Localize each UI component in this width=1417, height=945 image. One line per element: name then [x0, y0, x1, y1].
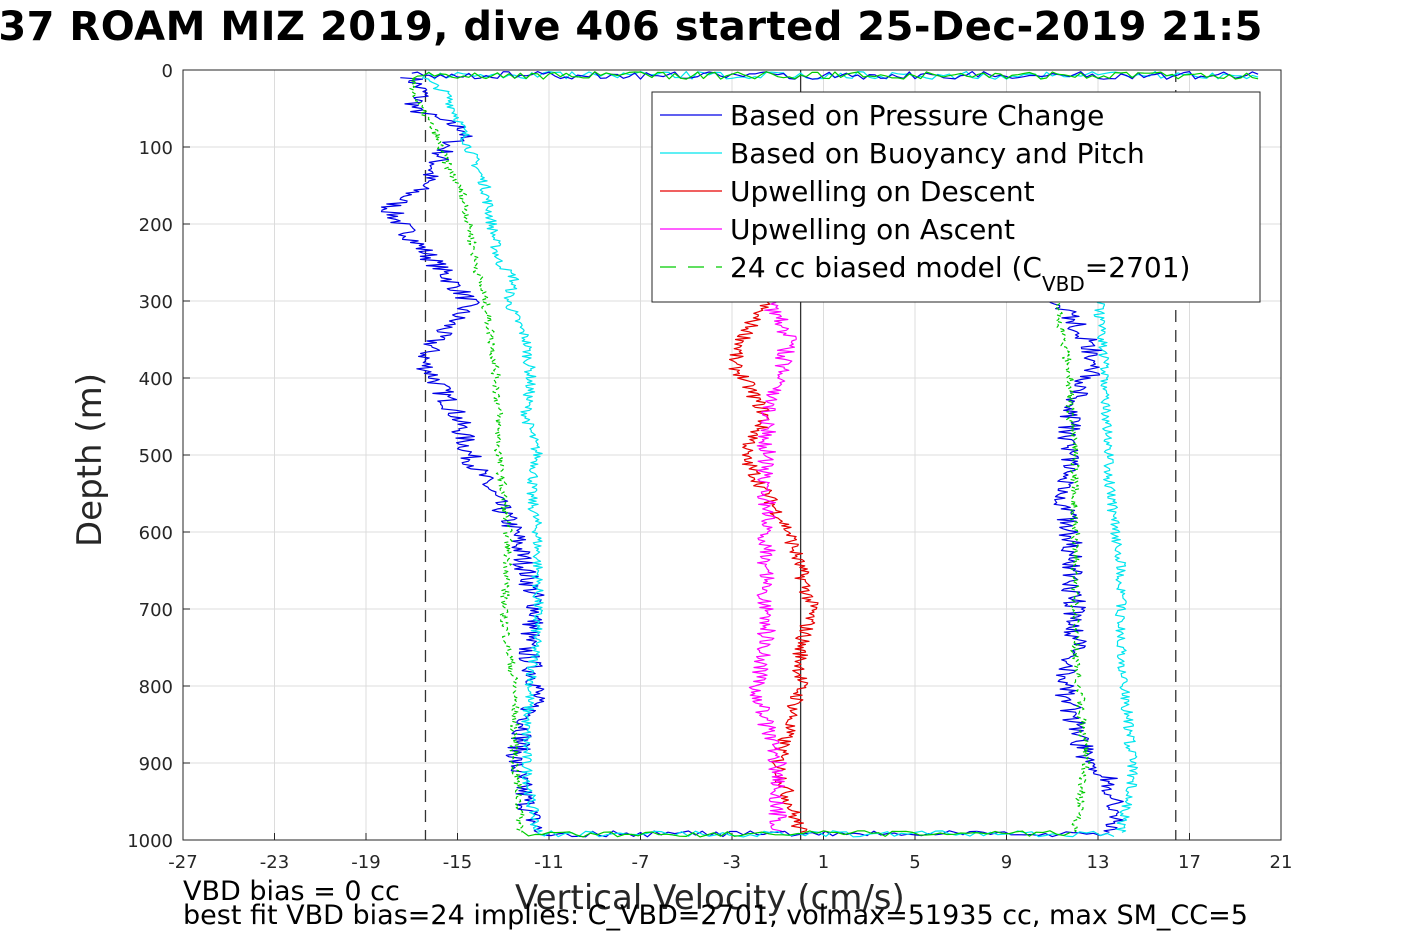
series-line-ascent	[1093, 300, 1138, 833]
x-tick-label: -3	[723, 852, 741, 873]
best-fit-note: best fit VBD bias=24 implies: C_VBD=2701…	[183, 900, 1248, 931]
legend-entry-label: Based on Buoyancy and Pitch	[730, 137, 1145, 170]
legend-entry-label: Upwelling on Ascent	[730, 213, 1015, 246]
x-tick-label: 17	[1178, 852, 1201, 873]
series-line-ascent	[1049, 300, 1124, 833]
axes-box	[182, 69, 1282, 841]
y-tick-label: 500	[139, 446, 173, 467]
y-axis-label: Depth (m)	[70, 372, 110, 548]
y-tick-label: 700	[139, 600, 173, 621]
x-tick-label: -19	[351, 852, 380, 873]
series-line-descent	[728, 300, 819, 833]
vbd-bias-note: VBD bias = 0 cc	[183, 876, 400, 907]
bottom-spike	[537, 830, 1108, 838]
legend-entry-label: 24 cc biased model (CVBD=2701)	[730, 251, 1190, 296]
x-tick-label: -27	[168, 852, 197, 873]
y-tick-label: 600	[139, 523, 173, 544]
x-tick-label: -15	[443, 852, 472, 873]
series-line-ascent	[1054, 300, 1091, 833]
y-tick-label: 400	[139, 369, 173, 390]
legend-entry-label: Based on Pressure Change	[730, 99, 1104, 132]
y-tick-label: 200	[139, 215, 173, 236]
surface-spike	[411, 71, 1259, 80]
series-line-descent	[380, 77, 546, 833]
x-tick-label: 21	[1270, 852, 1293, 873]
chart-title: 537 ROAM MIZ 2019, dive 406 started 25-D…	[0, 4, 1263, 50]
y-tick-label: 800	[139, 677, 173, 698]
y-tick-label: 0	[162, 61, 173, 82]
series-line-descent	[421, 77, 544, 833]
series-line-descent	[409, 77, 526, 833]
series-line-ascent	[748, 300, 797, 833]
y-tick-label: 100	[139, 138, 173, 159]
surface-spike	[411, 71, 1259, 80]
bottom-spike	[521, 830, 1071, 838]
x-tick-label: -11	[534, 852, 563, 873]
legend-entry-label: Upwelling on Descent	[730, 175, 1035, 208]
y-tick-label: 300	[139, 292, 173, 313]
x-tick-label: -23	[260, 852, 289, 873]
y-tick-label: 1000	[127, 831, 173, 852]
x-tick-label: -7	[632, 852, 650, 873]
x-tick-label: 1	[818, 852, 829, 873]
y-tick-label: 900	[139, 754, 173, 775]
x-tick-label: 5	[909, 852, 920, 873]
x-tick-label: 13	[1087, 852, 1110, 873]
legend-box	[651, 91, 1261, 303]
x-tick-label: 9	[1001, 852, 1012, 873]
x-axis-label: Vertical Velocity (cm/s)	[515, 878, 905, 918]
